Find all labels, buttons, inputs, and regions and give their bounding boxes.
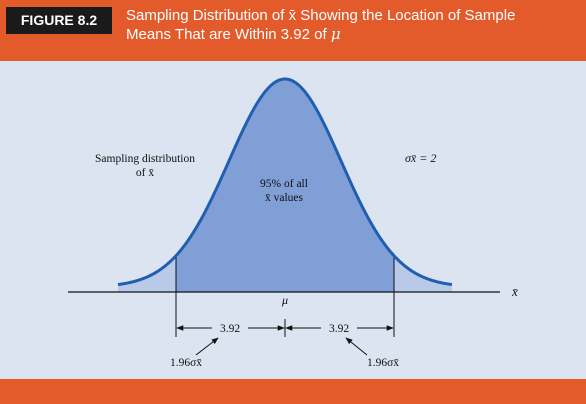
right-interval-label: 3.92: [329, 323, 349, 335]
figure-title: Sampling Distribution of x̄ Showing the …: [126, 6, 576, 44]
center-label-line2: x̄ values: [265, 192, 304, 204]
axis-label: x̄: [511, 284, 518, 299]
normal-curve: [117, 77, 453, 287]
sigma-label: σx̄ = 2: [405, 151, 436, 165]
right-sigma-pointer: [345, 337, 368, 356]
sampling-distribution-diagram: Sampling distribution of x̄ 95% of all x…: [68, 77, 518, 369]
distribution-label-line1: Sampling distribution: [95, 153, 195, 165]
figure-title-line2: Means That are Within 3.92 of: [126, 26, 331, 43]
figure-label: FIGURE 8.2: [6, 7, 112, 34]
mu-label: μ: [281, 293, 288, 307]
central-95-percent-area: [176, 79, 394, 292]
right-tail-area: [394, 255, 452, 292]
left-sigma-pointer: [195, 337, 219, 356]
center-label-line1: 95% of all: [260, 178, 308, 190]
figure-title-mu: μ: [330, 25, 341, 43]
left-sigma-label: 1.96σx̄: [170, 357, 202, 369]
right-sigma-label: 1.96σx̄: [367, 357, 399, 369]
figure-footer: [0, 379, 586, 404]
left-interval-label: 3.92: [220, 323, 240, 335]
left-tail-area: [118, 255, 176, 292]
figure-title-line1: Sampling Distribution of x̄ Showing the …: [126, 7, 516, 24]
distribution-label-line2: of x̄: [136, 167, 154, 179]
figure-header: FIGURE 8.2 Sampling Distribution of x̄ S…: [0, 0, 586, 61]
